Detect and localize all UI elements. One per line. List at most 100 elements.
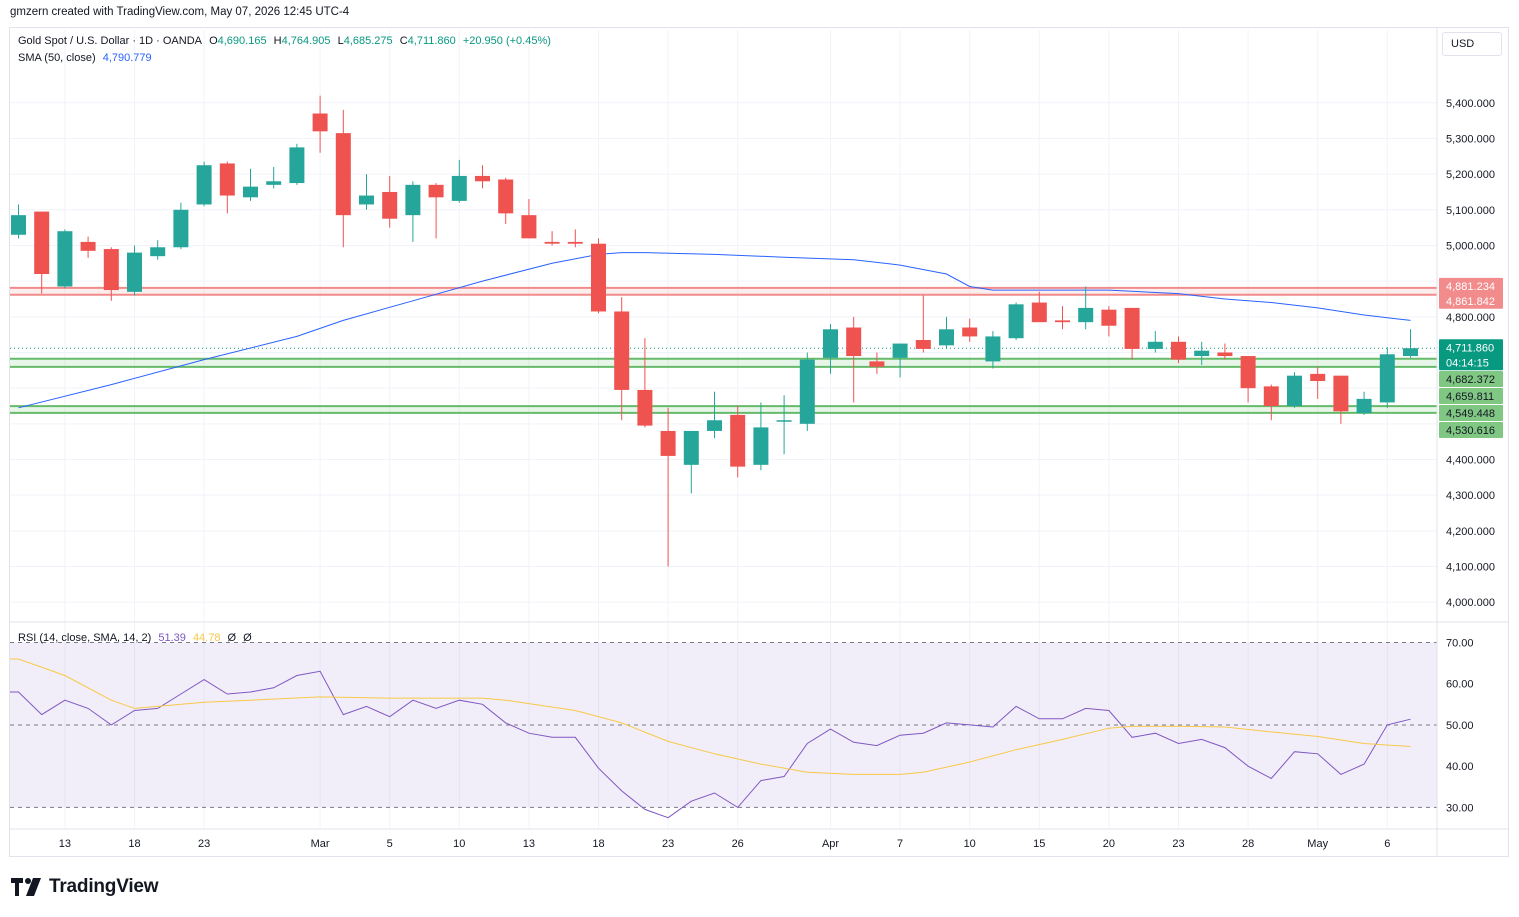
candle <box>1263 384 1279 421</box>
candle <box>637 338 653 428</box>
legend-change: +20.950 (+0.45%) <box>462 35 551 47</box>
candle <box>1240 356 1256 403</box>
candle <box>173 202 189 250</box>
candle-body <box>567 241 583 244</box>
candle-body <box>544 241 560 244</box>
last-price-label-text: 4,711.860 <box>1446 342 1494 354</box>
candle <box>846 316 862 403</box>
candle <box>1310 366 1326 399</box>
tradingview-logo-icon <box>11 878 41 896</box>
resistance-price-label-text: 4,861.842 <box>1446 296 1495 308</box>
candle-body <box>219 163 235 196</box>
level-zone-support <box>10 406 1437 413</box>
resistance-price-label-bg <box>1439 292 1503 309</box>
candle-body <box>1356 398 1372 414</box>
candle-body <box>1101 309 1117 326</box>
candle-body <box>243 186 258 198</box>
candle-body <box>776 420 792 422</box>
candle-body <box>637 389 653 426</box>
candle-body <box>1403 348 1418 357</box>
candle-body <box>1217 352 1233 357</box>
level-zone-support <box>10 358 1437 367</box>
support-price-label-text: 4,659.811 <box>1446 391 1494 403</box>
candle <box>127 245 142 296</box>
candle-body <box>1124 307 1140 349</box>
candle-body <box>1333 375 1349 412</box>
candle-body <box>451 175 467 201</box>
price-tick-label: 5,100.000 <box>1446 205 1495 217</box>
candle <box>1101 306 1117 337</box>
rsi-line <box>10 670 1411 819</box>
time-tick-label: 28 <box>1242 838 1254 850</box>
price-tick-label: 4,000.000 <box>1446 597 1495 609</box>
rsi-value: 51.39 <box>158 632 186 644</box>
candle <box>11 204 26 239</box>
candle-body <box>103 249 119 291</box>
candle <box>359 174 374 210</box>
time-tick-label: 10 <box>964 838 976 850</box>
price-tick-label: 5,400.000 <box>1446 98 1495 110</box>
candle <box>312 95 328 153</box>
time-tick-label: 10 <box>453 838 465 850</box>
price-tick-label: 5,200.000 <box>1446 169 1495 181</box>
candle-body <box>266 181 282 185</box>
candle <box>1356 391 1372 415</box>
resistance-price-label: 4,881.234 <box>1439 277 1503 294</box>
candle <box>1194 341 1210 365</box>
candle-body <box>846 327 862 357</box>
sma-label: SMA (50, close) <box>18 52 96 64</box>
candle <box>591 238 606 314</box>
candle-body <box>1171 341 1186 360</box>
rsi-label: RSI (14, close, SMA, 14, 2) <box>18 632 152 644</box>
candle-body <box>1194 350 1210 357</box>
price-tick-label: 4,800.000 <box>1446 312 1495 324</box>
candle-body <box>1240 356 1256 389</box>
candle-body <box>1379 354 1395 403</box>
support-price-label: 4,549.448 <box>1439 405 1503 421</box>
candle <box>939 316 954 349</box>
time-tick-label: 26 <box>732 838 744 850</box>
sma-legend: SMA (50, close) 4,790.779 <box>18 52 156 64</box>
candle-body <box>730 414 746 467</box>
tradingview-logo[interactable]: TradingView <box>11 876 159 898</box>
candle-body <box>683 430 699 465</box>
time-tick-label: 6 <box>1384 838 1390 850</box>
candle-body <box>799 359 815 424</box>
currency-button[interactable]: USD <box>1442 32 1502 56</box>
candle-body <box>498 179 514 214</box>
candle-body <box>521 215 537 239</box>
time-tick-label: 15 <box>1033 838 1045 850</box>
support-price-label-bg <box>1439 405 1503 421</box>
candle-body <box>405 184 421 216</box>
price-tick-label: 5,000.000 <box>1446 240 1495 252</box>
candle-body <box>1078 307 1094 323</box>
support-price-label: 4,682.372 <box>1439 371 1503 387</box>
candle <box>823 323 838 374</box>
candle-body <box>591 243 606 312</box>
candle-body <box>707 420 722 431</box>
grid <box>10 30 1437 828</box>
price-tick-label: 4,100.000 <box>1446 561 1495 573</box>
candle <box>1333 375 1349 424</box>
candle <box>57 229 73 289</box>
last-price-label-bg <box>1439 339 1503 356</box>
support-price-label-text: 4,549.448 <box>1446 408 1495 420</box>
candle <box>150 240 166 260</box>
price-tick-label: 5,300.000 <box>1446 133 1495 145</box>
candle <box>405 181 421 242</box>
symbol-name: Gold Spot / U.S. Dollar · 1D · OANDA <box>18 35 202 47</box>
legend-high: H4,764.905 <box>273 35 331 47</box>
candle-body <box>869 361 885 367</box>
resistance-price-label-bg <box>1439 277 1503 294</box>
rsi-background <box>10 641 1437 808</box>
candle-body <box>428 184 444 198</box>
candle <box>196 161 212 207</box>
candle <box>915 295 931 353</box>
candle-body <box>173 209 189 248</box>
candle-body <box>382 191 398 219</box>
candle-body <box>614 311 630 390</box>
sma-value: 4,790.779 <box>102 52 152 64</box>
support-price-label-bg <box>1439 388 1503 404</box>
candle <box>1031 291 1047 323</box>
